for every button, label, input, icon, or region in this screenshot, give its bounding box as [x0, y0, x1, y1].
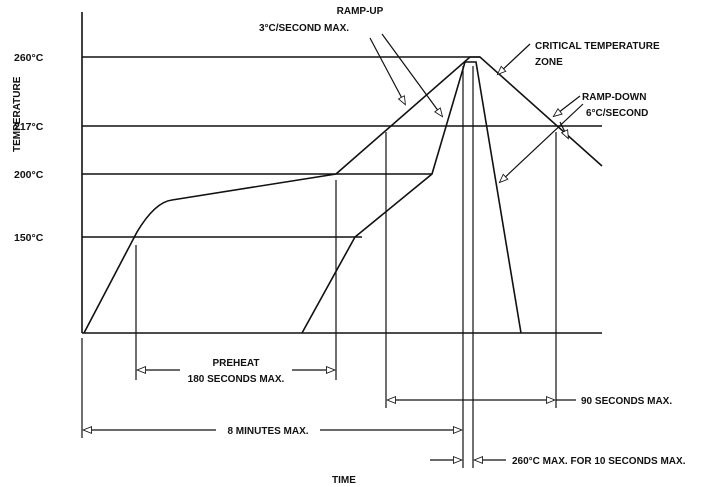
- eight-minutes-label: 8 MINUTES MAX.: [227, 426, 308, 437]
- ramp-up-arrow-outer: [369, 37, 406, 106]
- x-axis-title: TIME: [332, 475, 356, 486]
- y-axis-title: TEMPERATURE: [12, 76, 23, 152]
- inner-profile-curve: [301, 61, 522, 334]
- ramp-up-label-1: RAMP-UP: [337, 6, 384, 17]
- tick-label-150: 150°C: [14, 232, 44, 244]
- outer-profile-curve: [83, 56, 603, 334]
- tick-label-200: 200°C: [14, 169, 44, 181]
- ninety-seconds-label: 90 SECONDS MAX.: [581, 396, 672, 407]
- peak-hold-label: 260°C MAX. FOR 10 SECONDS MAX.: [512, 456, 686, 467]
- critical-zone-label-1: CRITICAL TEMPERATURE: [535, 41, 660, 52]
- preheat-label-2: 180 SECONDS MAX.: [188, 374, 285, 385]
- ramp-up-arrow-inner: [381, 33, 444, 118]
- ramp-down-label-2: 6°C/SECOND: [586, 108, 648, 119]
- tick-label-217: 217°C: [14, 121, 44, 133]
- critical-zone-arrow: [496, 43, 531, 76]
- preheat-label-1: PREHEAT: [212, 358, 259, 369]
- ramp-up-label-2: 3°C/SECOND MAX.: [259, 23, 349, 34]
- ramp-down-label-1: RAMP-DOWN: [582, 92, 646, 103]
- tick-label-260: 260°C: [14, 52, 44, 64]
- critical-zone-label-2: ZONE: [535, 57, 563, 68]
- ramp-down-arrow-inner: [498, 103, 584, 184]
- ramp-down-arrow-outer: [552, 95, 581, 118]
- ramp-down-arrow-tail: [559, 121, 569, 140]
